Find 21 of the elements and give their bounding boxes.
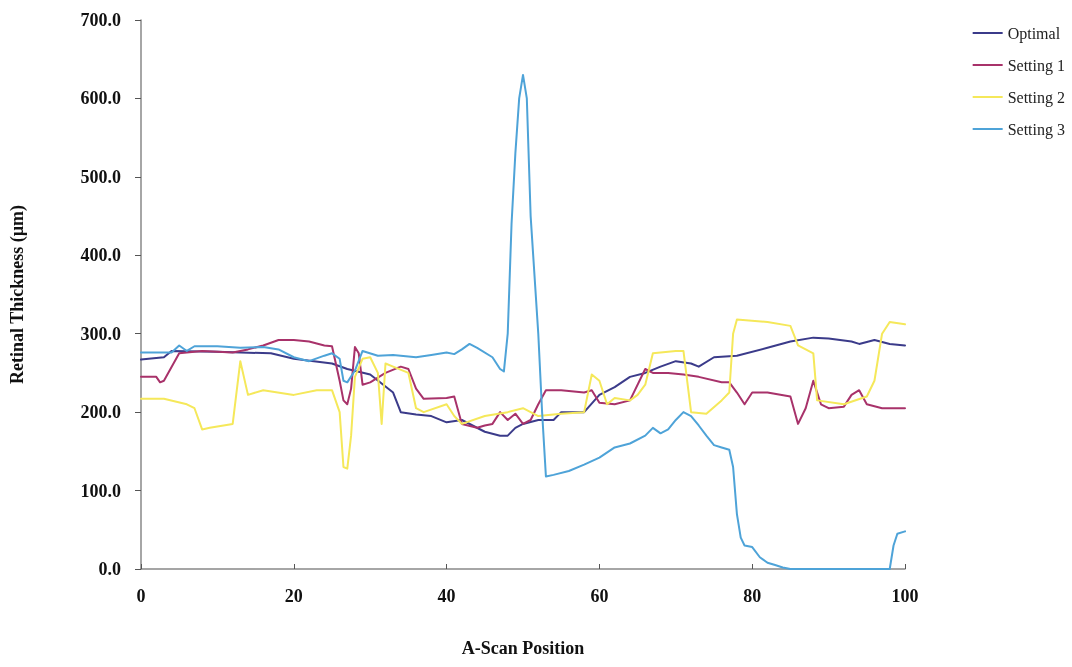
legend-label: Setting 3 <box>1007 120 1066 139</box>
line-series <box>140 318 906 470</box>
y-tick-label: 400.0 <box>80 245 121 266</box>
y-tick-label: 500.0 <box>80 166 121 187</box>
legend-label: Optimal <box>1007 24 1061 43</box>
x-tick-label: 80 <box>743 586 762 606</box>
x-axis-title: A-Scan Position <box>461 638 585 658</box>
legend-label: Setting 2 <box>1007 88 1066 107</box>
x-tick-label: 100 <box>891 586 919 606</box>
y-tick-label: 100.0 <box>80 480 121 501</box>
y-axis-title: Retinal Thickness (µm) <box>7 204 28 385</box>
y-tick-label: 700.0 <box>80 10 121 30</box>
legend-label: Setting 1 <box>1007 56 1066 75</box>
x-tick-label: 60 <box>590 586 609 606</box>
y-tick-label: 0.0 <box>98 559 121 579</box>
x-tick-label: 40 <box>437 586 456 606</box>
x-tick-label: 0 <box>136 586 146 606</box>
y-tick-label: 300.0 <box>80 323 121 344</box>
y-tick-label: 200.0 <box>80 402 121 423</box>
y-tick-label: 600.0 <box>80 88 121 109</box>
x-tick-label: 20 <box>284 586 303 606</box>
